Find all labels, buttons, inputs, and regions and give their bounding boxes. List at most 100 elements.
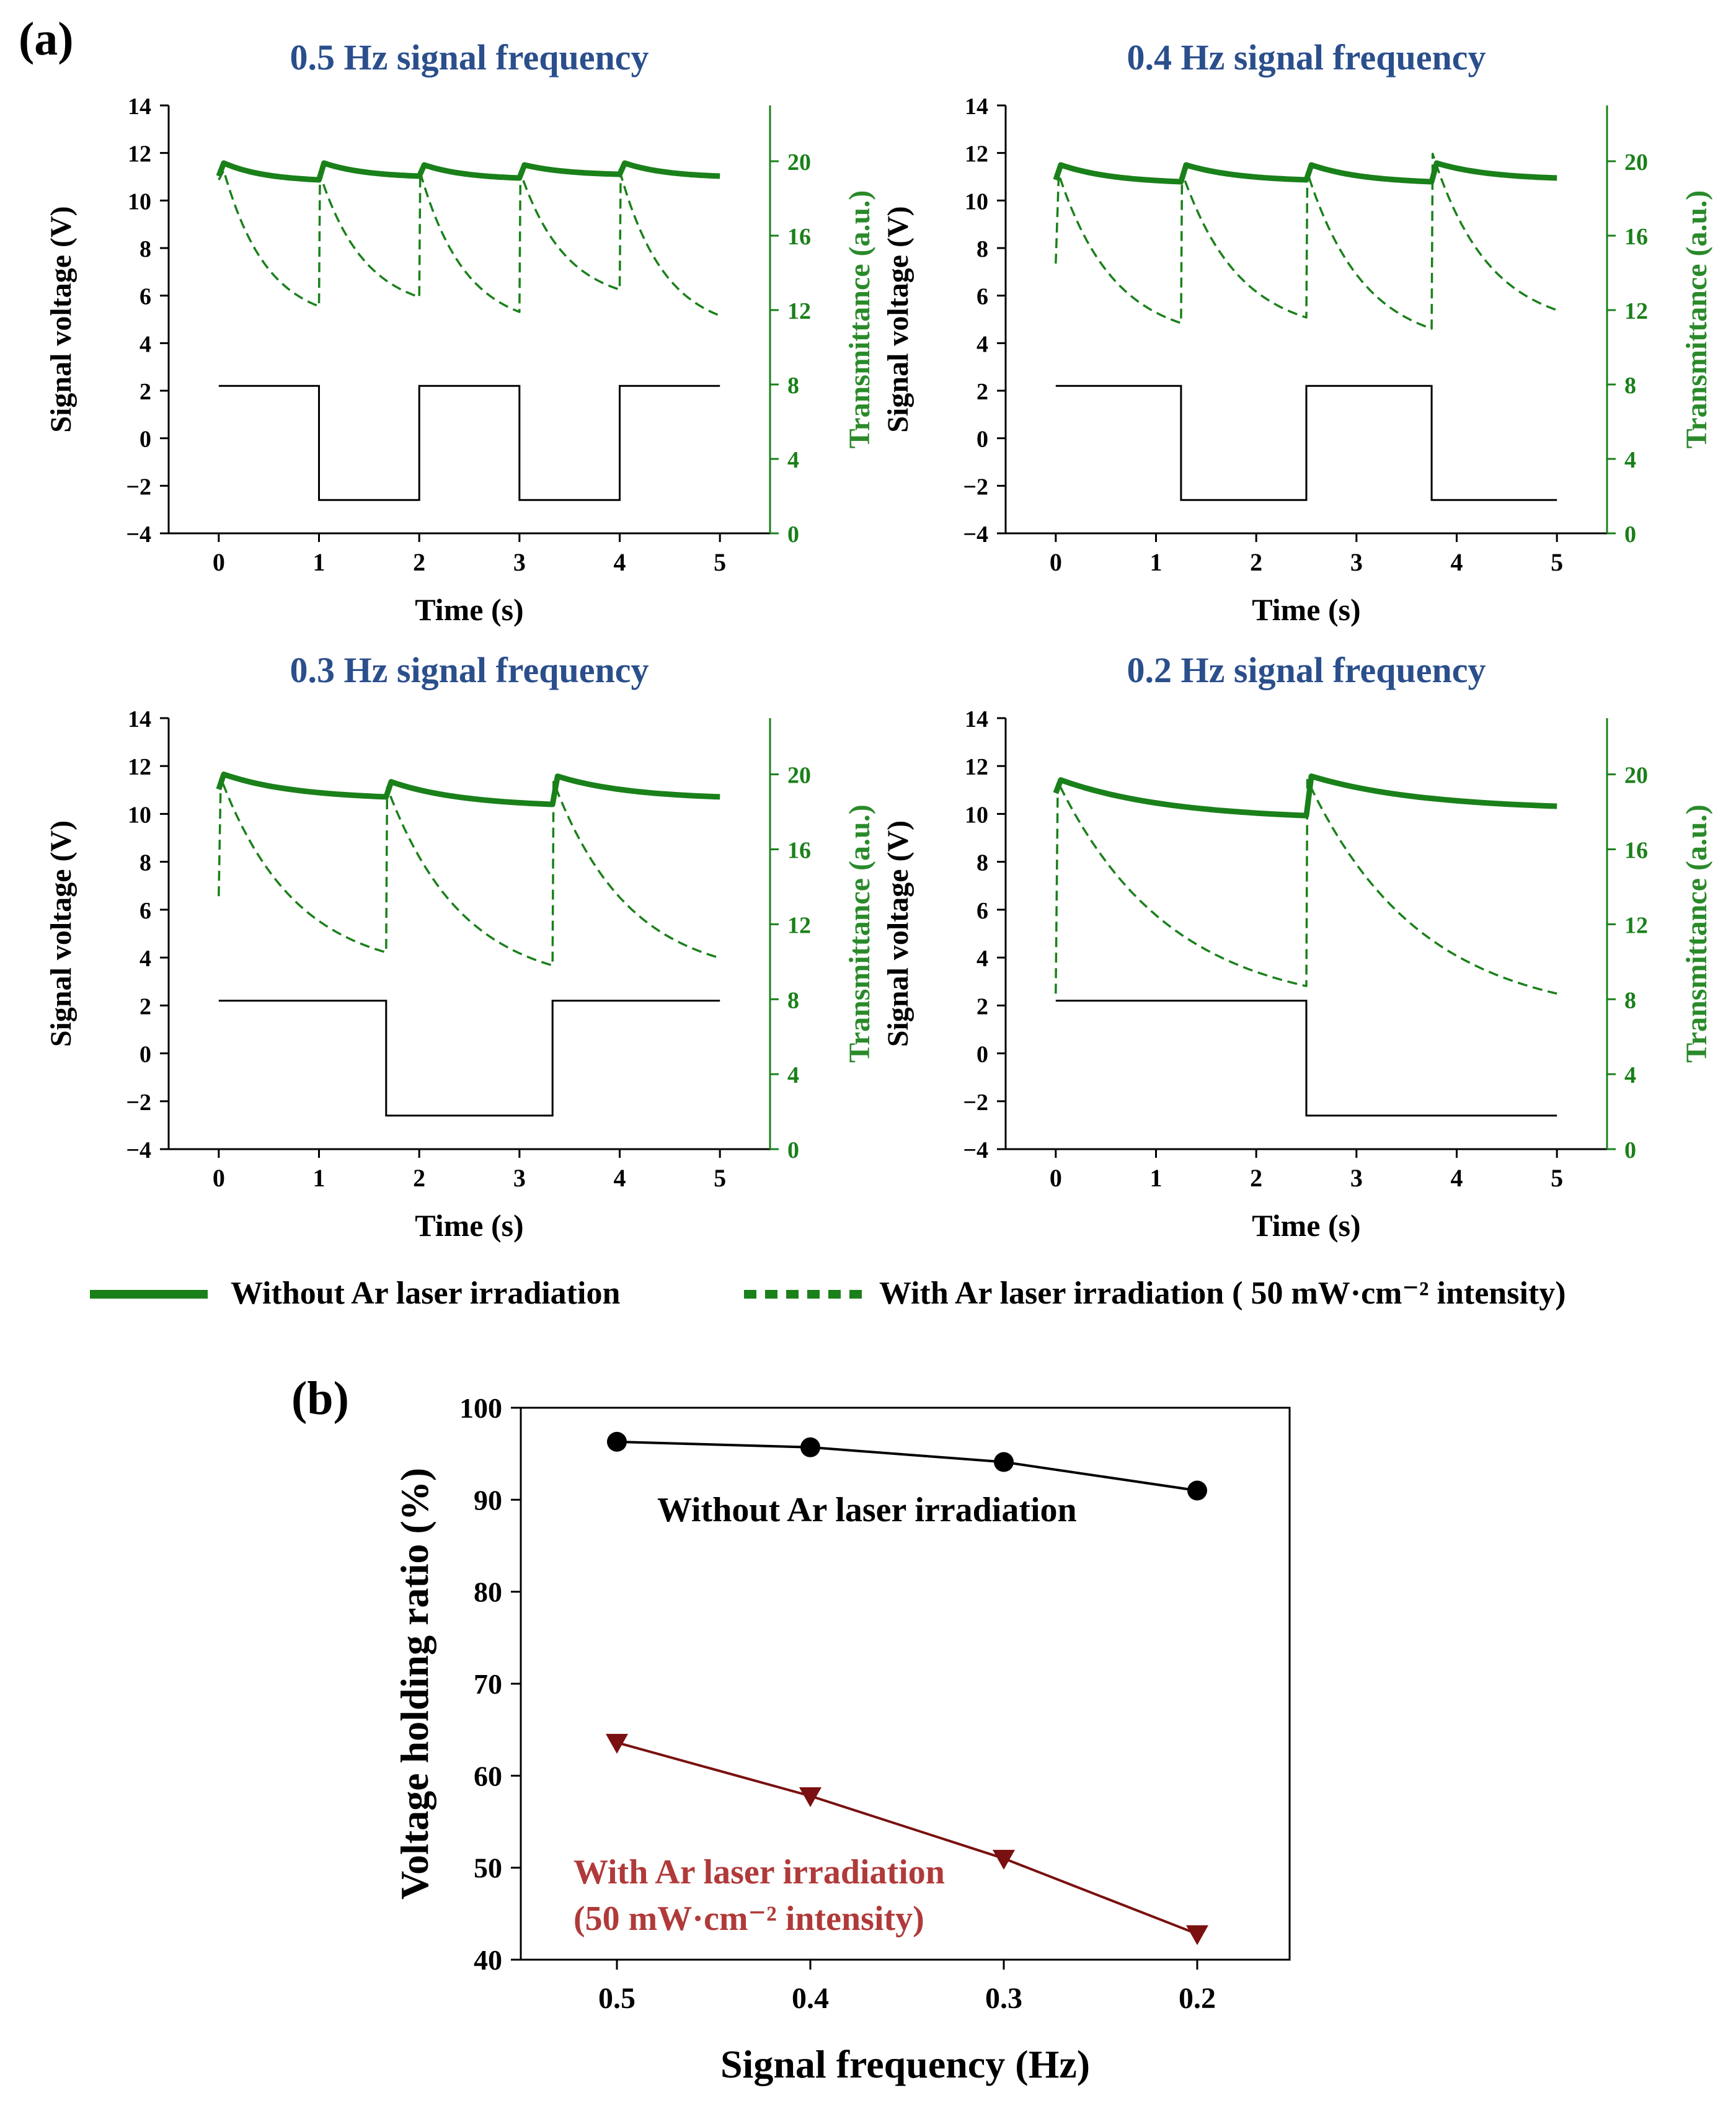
y2-tick-label: 8 (1624, 373, 1636, 399)
series-without-laser-line (216, 160, 720, 183)
y2-tick-label: 12 (787, 912, 811, 938)
y-tick-label: 6 (976, 898, 988, 924)
y-axis-label: Signal voltage (V) (45, 820, 78, 1047)
x-axis-label: Signal frequency (Hz) (720, 2042, 1090, 2086)
y2-axis-label: Transmittance (a.u.) (843, 190, 876, 448)
data-point-with-laser (993, 1849, 1015, 1870)
x-tick-label: 0.4 (792, 1982, 829, 2015)
y-tick-label: 14 (965, 94, 988, 120)
y2-axis-label: Transmittance (a.u.) (1680, 190, 1713, 448)
y2-tick-label: 16 (1624, 224, 1648, 250)
y-tick-label: 8 (140, 236, 151, 262)
y-tick-label: 100 (459, 1392, 502, 1424)
y2-tick-label: 0 (1624, 1137, 1636, 1163)
y2-tick-label: 8 (787, 373, 799, 399)
x-tick-label: 4 (614, 548, 626, 576)
x-tick-label: 3 (1350, 548, 1363, 576)
y-tick-label: 14 (965, 706, 988, 732)
y2-tick-label: 4 (787, 1062, 799, 1088)
y-tick-label: −4 (126, 1137, 151, 1163)
y-tick-label: 0 (140, 427, 151, 453)
y2-axis-label: Transmittance (a.u.) (843, 804, 876, 1062)
x-tick-label: 5 (1551, 548, 1563, 576)
y-tick-label: 10 (965, 189, 988, 215)
legend-solid-label: Without Ar laser irradiation (231, 1276, 620, 1311)
y-tick-label: 0 (140, 1042, 151, 1068)
x-tick-label: 2 (1250, 548, 1262, 576)
y-tick-label: 10 (965, 802, 988, 828)
x-tick-label: 0 (213, 548, 225, 576)
series-with-laser-line (616, 1741, 1198, 1935)
annotation-without-laser: Without Ar laser irradiation (657, 1491, 1077, 1529)
x-tick-label: 4 (614, 1164, 626, 1192)
y-tick-label: 80 (474, 1576, 502, 1608)
x-tick-label: 2 (413, 1164, 425, 1192)
y-tick-label: 6 (976, 284, 988, 310)
x-tick-label: 0 (213, 1164, 225, 1192)
y-tick-label: 4 (140, 331, 151, 357)
y2-axis-label: Transmittance (a.u.) (1680, 804, 1713, 1062)
x-tick-label: 5 (714, 1164, 726, 1192)
chart-a4: 0.2 Hz signal frequency−4−20246810121404… (882, 650, 1713, 1243)
y2-tick-label: 8 (1624, 987, 1636, 1013)
y-tick-label: 0 (976, 427, 988, 453)
y-tick-label: −2 (963, 1090, 988, 1116)
x-tick-label: 2 (1250, 1164, 1262, 1192)
signal-voltage-line (1055, 384, 1557, 501)
y2-tick-label: 4 (787, 447, 799, 473)
chart-title: 0.4 Hz signal frequency (1127, 37, 1486, 78)
data-point-with-laser (606, 1733, 628, 1754)
chart-title: 0.2 Hz signal frequency (1127, 650, 1486, 690)
y-tick-label: 8 (976, 850, 988, 876)
panel-a-label: (a) (19, 13, 74, 65)
y2-tick-label: 0 (787, 1137, 799, 1163)
y2-tick-label: 0 (1624, 522, 1636, 548)
panel-b-label: (b) (291, 1372, 349, 1424)
y-tick-label: 6 (140, 898, 151, 924)
y2-tick-label: 4 (1624, 447, 1636, 473)
y-tick-label: 2 (140, 993, 151, 1020)
x-axis-label: Time (s) (415, 592, 523, 627)
x-axis-label: Time (s) (415, 1208, 523, 1243)
chart-b: 40 50 60 70 80 90 100 0.5 0.4 0.3 0.2 Signal freque… (392, 1392, 1291, 2086)
series-with-laser-line (1055, 778, 1557, 995)
y-tick-label: 12 (128, 141, 151, 167)
y2-tick-label: 20 (1624, 763, 1648, 789)
y2-tick-label: 12 (1624, 298, 1648, 324)
y2-tick-label: 0 (787, 522, 799, 548)
signal-voltage-line (218, 1000, 720, 1117)
y-tick-label: 60 (474, 1760, 502, 1792)
annotation-with-laser: With Ar laser irradiation (574, 1853, 945, 1891)
x-tick-label: 4 (1451, 1164, 1463, 1192)
y-tick-label: 12 (965, 141, 988, 167)
y-tick-label: 12 (128, 754, 151, 780)
y-tick-label: −4 (963, 522, 988, 548)
y-tick-label: −4 (963, 1137, 988, 1163)
data-point-without-laser (607, 1431, 627, 1452)
y2-tick-label: 12 (787, 298, 811, 324)
y-tick-label: 40 (474, 1944, 502, 1976)
y-tick-label: 90 (474, 1484, 502, 1516)
y2-tick-label: 20 (1624, 149, 1648, 176)
data-point-without-laser (1187, 1480, 1207, 1501)
signal-voltage-line (218, 384, 720, 501)
y-tick-label: 2 (976, 379, 988, 405)
x-tick-label: 0.3 (985, 1982, 1022, 2015)
y-tick-label: 10 (128, 802, 151, 828)
y-tick-label: 8 (140, 850, 151, 876)
y2-tick-label: 12 (1624, 912, 1648, 938)
y-tick-label: −4 (126, 522, 151, 548)
y-tick-label: −2 (126, 474, 151, 500)
data-point-with-laser (1186, 1925, 1208, 1945)
x-tick-label: 4 (1451, 548, 1463, 576)
data-point-with-laser (799, 1787, 822, 1807)
y2-tick-label: 4 (1624, 1062, 1636, 1088)
signal-voltage-line (1055, 1000, 1557, 1117)
x-tick-label: 0 (1050, 548, 1062, 576)
y-tick-label: 14 (128, 94, 151, 120)
y-tick-label: 2 (976, 993, 988, 1020)
series-with-laser-line (218, 169, 720, 317)
x-tick-label: 1 (313, 1164, 326, 1192)
y-tick-label: 4 (976, 331, 988, 357)
data-point-without-laser (994, 1452, 1014, 1472)
